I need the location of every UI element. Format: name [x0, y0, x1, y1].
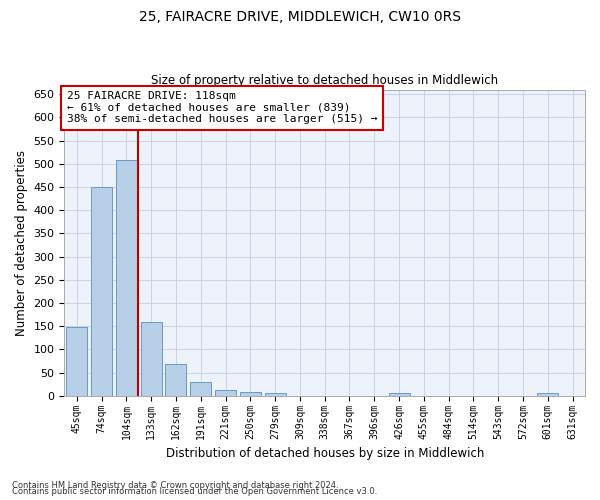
Bar	[190, 382, 211, 396]
Y-axis label: Number of detached properties: Number of detached properties	[15, 150, 28, 336]
Bar	[66, 327, 88, 396]
X-axis label: Distribution of detached houses by size in Middlewich: Distribution of detached houses by size …	[166, 447, 484, 460]
Bar	[215, 390, 236, 396]
Bar	[265, 394, 286, 396]
Text: 25 FAIRACRE DRIVE: 118sqm
← 61% of detached houses are smaller (839)
38% of semi: 25 FAIRACRE DRIVE: 118sqm ← 61% of detac…	[67, 91, 377, 124]
Bar	[240, 392, 261, 396]
Bar	[166, 364, 187, 396]
Bar	[537, 393, 559, 396]
Bar	[140, 322, 162, 396]
Text: Contains HM Land Registry data © Crown copyright and database right 2024.: Contains HM Land Registry data © Crown c…	[12, 481, 338, 490]
Bar	[116, 160, 137, 396]
Bar	[91, 187, 112, 396]
Title: Size of property relative to detached houses in Middlewich: Size of property relative to detached ho…	[151, 74, 498, 87]
Text: 25, FAIRACRE DRIVE, MIDDLEWICH, CW10 0RS: 25, FAIRACRE DRIVE, MIDDLEWICH, CW10 0RS	[139, 10, 461, 24]
Bar	[389, 393, 410, 396]
Text: Contains public sector information licensed under the Open Government Licence v3: Contains public sector information licen…	[12, 487, 377, 496]
